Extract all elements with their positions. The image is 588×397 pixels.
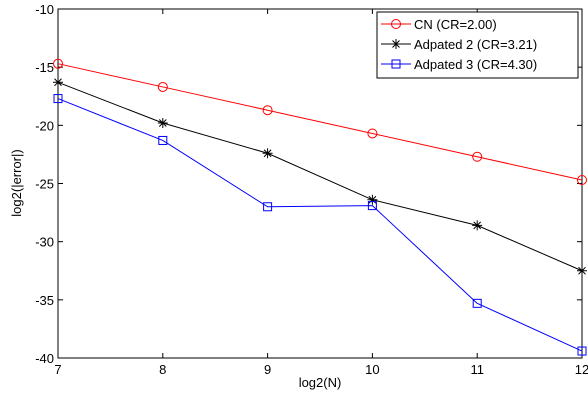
data-point	[157, 118, 168, 129]
series-line-2	[57, 81, 583, 272]
x-axis-label: log2(N)	[299, 375, 342, 390]
data-point	[472, 151, 483, 162]
data-point	[158, 135, 168, 145]
data-point	[53, 94, 63, 104]
x-tick-label: 12	[575, 362, 588, 377]
legend-swatch-marker	[391, 39, 401, 49]
y-tick-label: -20	[35, 118, 54, 133]
series-line-1	[57, 63, 583, 181]
legend-label: Adpated 2 (CR=3.21)	[414, 37, 537, 52]
data-point	[577, 346, 587, 356]
data-point	[53, 77, 63, 88]
y-tick-label: -15	[35, 60, 54, 75]
data-point	[472, 220, 483, 231]
data-point	[472, 298, 482, 308]
data-point	[157, 81, 168, 92]
x-tick-label: 11	[470, 362, 484, 377]
data-point	[262, 148, 273, 159]
legend-box	[376, 11, 579, 79]
data-point	[262, 105, 273, 116]
data-point	[577, 175, 587, 186]
y-tick-label: -10	[35, 2, 54, 17]
x-tick-label: 10	[365, 362, 379, 377]
series-line-3	[57, 98, 583, 352]
series-markers	[53, 58, 587, 356]
y-tick-label: -40	[35, 351, 54, 366]
data-point	[367, 201, 377, 211]
x-tick-label: 8	[159, 362, 166, 377]
x-tick-label: 9	[264, 362, 271, 377]
legend: CN (CR=2.00) Adpated 2 (CR=3.21) Adpated 3…	[376, 11, 579, 79]
series-lines	[57, 63, 583, 352]
legend-label: CN (CR=2.00)	[414, 17, 497, 32]
y-tick-label: -30	[35, 235, 54, 250]
data-point	[53, 58, 63, 69]
legend-swatch-marker	[391, 59, 401, 69]
y-tick-label: -35	[35, 293, 54, 308]
data-point	[577, 265, 587, 276]
data-point	[367, 194, 378, 205]
legend-swatch-marker	[391, 19, 401, 29]
data-point	[263, 202, 273, 212]
data-point	[367, 128, 378, 139]
y-tick-label: -25	[35, 177, 54, 192]
legend-label: Adpated 3 (CR=4.30)	[414, 57, 537, 72]
axis-ticks: 7 8 9 10 11 12 -40 -35 -30 -25 -20 -15 -10	[35, 2, 588, 377]
x-tick-label: 7	[54, 362, 61, 377]
y-axis-label: log2(|error|)	[9, 149, 24, 216]
